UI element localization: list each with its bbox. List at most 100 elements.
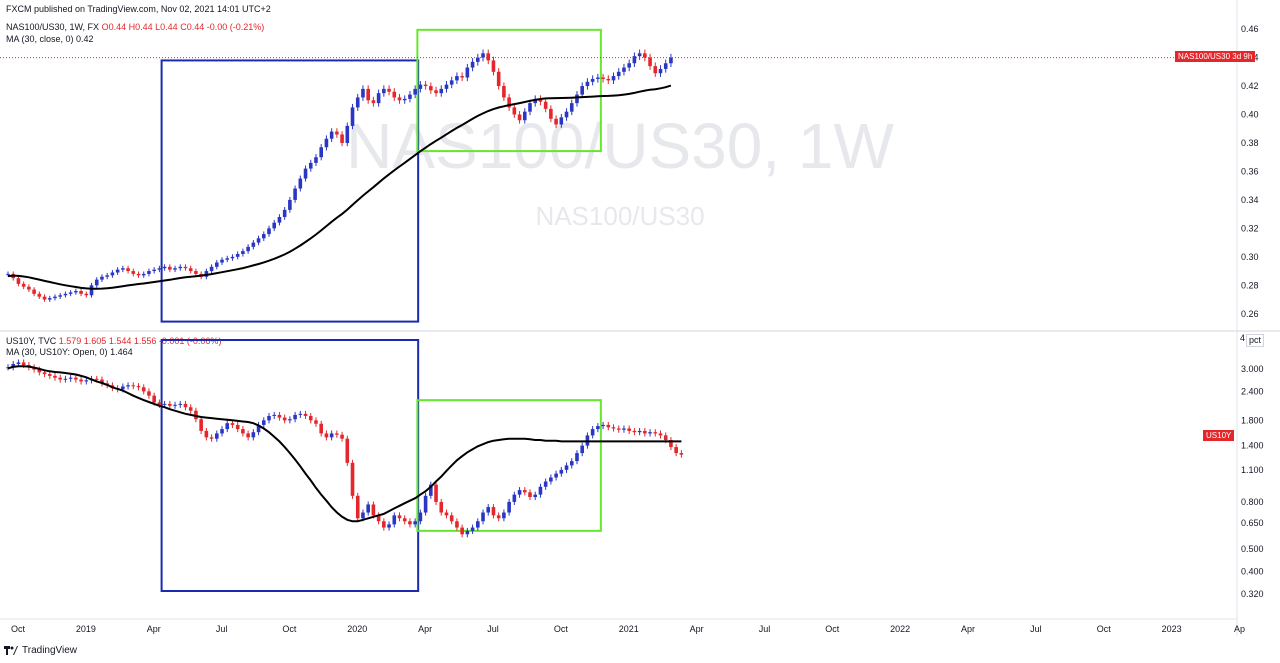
top-blue-box[interactable]: [160, 59, 420, 323]
top-price-tick: 0.32: [1241, 223, 1259, 233]
top-candle: [512, 107, 517, 115]
bottom-candle: [643, 430, 647, 434]
top-price-tick: 0.36: [1241, 166, 1259, 176]
time-tick: Oct: [825, 624, 840, 634]
bottom-candle: [68, 377, 73, 379]
top-candle: [596, 77, 600, 79]
bottom-candle: [528, 492, 532, 498]
top-candle: [282, 209, 287, 217]
top-candle: [575, 94, 579, 104]
top-candle: [434, 90, 438, 94]
top-candle: [79, 290, 83, 294]
top-candle: [637, 53, 642, 57]
top-candle: [267, 228, 271, 235]
bottom-candle: [32, 367, 36, 370]
top-candle: [601, 77, 605, 79]
bottom-candle: [157, 402, 162, 405]
time-tick: Jul: [759, 624, 771, 634]
top-candle: [418, 84, 423, 89]
time-tick: 2020: [347, 624, 367, 634]
top-candle: [168, 266, 172, 270]
bottom-ma-label: MA (30, US10Y: Open, 0): [6, 347, 108, 357]
bottom-candle: [559, 469, 564, 474]
top-candle: [27, 286, 31, 290]
bottom-candle: [423, 495, 428, 513]
bottom-candle: [308, 415, 313, 421]
top-candle: [324, 138, 329, 148]
bottom-candle: [491, 507, 496, 516]
top-candle: [241, 251, 245, 254]
top-candle: [58, 295, 62, 297]
top-candle: [345, 125, 350, 143]
bottom-candle: [225, 423, 230, 430]
bottom-candle: [27, 364, 31, 368]
bottom-candle: [350, 462, 355, 496]
top-candle: [455, 76, 459, 81]
bottom-green-box[interactable]: [416, 399, 602, 532]
top-candle: [319, 147, 323, 158]
top-candle: [230, 256, 235, 259]
top-candle: [429, 86, 433, 91]
time-tick: 2022: [890, 624, 910, 634]
top-candle: [502, 86, 506, 98]
bottom-candle: [293, 414, 297, 420]
bottom-price-tick: 0.400: [1241, 567, 1264, 577]
bottom-candle: [522, 490, 527, 493]
bottom-candle: [141, 387, 146, 392]
top-candle: [293, 188, 297, 200]
top-green-box[interactable]: [416, 28, 602, 153]
tradingview-logo[interactable]: TradingView: [4, 645, 77, 656]
bottom-candle: [314, 420, 318, 424]
bottom-candle: [460, 527, 464, 535]
bottom-candle: [361, 512, 365, 519]
bottom-candle: [674, 447, 678, 454]
top-ma-legend: MA (30, close, 0) 0.42: [6, 34, 94, 45]
bottom-candle: [340, 434, 344, 439]
bottom-candle: [392, 515, 397, 525]
bottom-candle: [637, 430, 642, 433]
bottom-candle: [387, 524, 391, 528]
top-candle: [84, 293, 89, 296]
top-candle: [663, 63, 668, 69]
bottom-candle: [42, 372, 47, 375]
bottom-candle: [235, 424, 240, 430]
bottom-ma-line: [7, 365, 682, 523]
top-candle: [533, 98, 538, 104]
unit-label[interactable]: pct: [1246, 334, 1265, 347]
bottom-price-tick: 0.500: [1241, 544, 1264, 554]
top-candle: [126, 268, 130, 272]
bottom-candle: [288, 419, 292, 421]
bottom-candle: [37, 369, 42, 373]
top-price-tick: 0.28: [1241, 280, 1259, 290]
top-ma-line: [7, 84, 672, 290]
top-candle: [121, 268, 125, 270]
top-candle: [209, 266, 214, 272]
top-candle: [303, 168, 308, 179]
top-candle: [627, 63, 631, 68]
top-candle: [658, 68, 663, 74]
bottom-candle: [382, 521, 386, 528]
time-tick: Oct: [554, 624, 569, 634]
bottom-candle: [465, 530, 470, 535]
bottom-candle: [335, 433, 339, 435]
bottom-candle: [162, 403, 167, 405]
bottom-pane: 3.000 2.400 1.800 1.400 1.100 0.800 0.650 0.500…: [6, 339, 1264, 599]
bottom-candle: [115, 388, 120, 390]
top-candle: [6, 273, 10, 275]
bottom-candle: [126, 385, 130, 387]
bottom-blue-box[interactable]: [160, 339, 420, 593]
bottom-candle: [199, 419, 203, 431]
bottom-candle: [110, 385, 115, 389]
top-candle: [590, 78, 595, 82]
time-tick: 2019: [76, 624, 96, 634]
top-candle: [37, 293, 42, 297]
top-ohlc: O0.44 H0.44 L0.44 C0.44 -0.00 (-0.21%): [101, 22, 265, 32]
bottom-candle: [648, 432, 652, 434]
top-price-tick: 0.46: [1241, 24, 1259, 34]
top-candle: [68, 292, 73, 294]
top-candle: [611, 76, 616, 81]
bottom-candle: [152, 395, 156, 403]
bottom-candle: [397, 515, 402, 519]
bottom-candle: [538, 486, 543, 495]
